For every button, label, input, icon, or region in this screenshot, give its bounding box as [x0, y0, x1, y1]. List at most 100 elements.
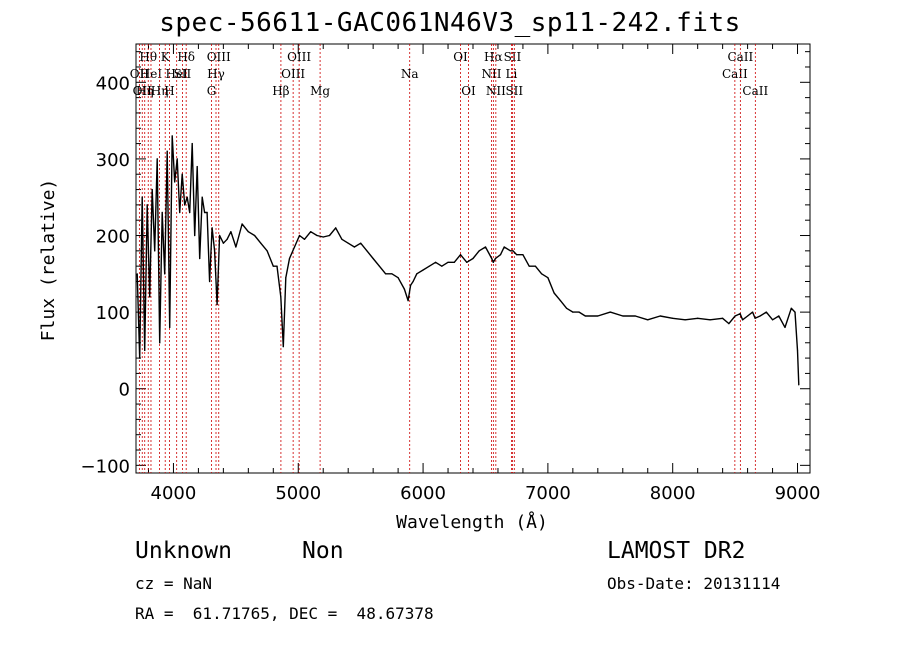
spectrum-point — [447, 261, 449, 263]
spectrum-point — [214, 250, 216, 252]
spectrum-point — [754, 317, 756, 319]
spectrum-point — [647, 319, 649, 321]
spectrum-point — [672, 317, 674, 319]
spectrum-line — [136, 135, 800, 385]
spectral-line-label: OIII — [207, 50, 231, 64]
spectrum-point — [722, 317, 724, 319]
spectral-line-label: SII — [505, 84, 523, 98]
spectrum-point — [194, 234, 196, 237]
spectral-line-label: CaII — [742, 84, 768, 98]
spectrum-point — [746, 315, 749, 317]
spectrum-point — [335, 227, 337, 229]
spectrum-point — [709, 319, 711, 321]
spectrum-point — [189, 211, 191, 214]
spectrum-series — [136, 135, 800, 386]
spectrum-point — [428, 265, 430, 267]
spectrum-point — [149, 296, 151, 298]
spectral-line-label: SII — [504, 50, 522, 64]
spectrum-point — [276, 265, 278, 267]
x-tick-label: 5000 — [275, 483, 321, 504]
spectrum-point — [293, 246, 296, 248]
spectrum-point — [174, 181, 176, 183]
spectrum-point — [784, 326, 786, 329]
spectrum-point — [310, 231, 312, 233]
spectral-line-label: Mg — [310, 84, 330, 98]
spectrum-point — [176, 158, 178, 160]
spectral-line-label: Na — [401, 67, 419, 81]
coordinates: RA = 61.71765, DEC = 48.67378 — [135, 604, 434, 623]
spectrum-point — [422, 269, 424, 271]
spectrum-point — [303, 238, 306, 240]
spectrum-point — [266, 250, 268, 252]
spectrum-point — [597, 315, 599, 317]
spectrum-point — [466, 261, 468, 263]
spectrum-point — [139, 357, 141, 359]
y-tick-label: −100 — [81, 456, 130, 477]
spectrum-point — [199, 257, 201, 260]
spectrum-point — [260, 242, 262, 244]
spectrum-point — [341, 238, 343, 240]
spectrum-point — [441, 265, 443, 267]
spectrum-point — [154, 250, 156, 252]
y-axis-label: Flux (relative) — [38, 179, 59, 342]
spectrum-point — [759, 315, 761, 317]
observation-date: Obs-Date: 20131114 — [607, 574, 781, 593]
spectrum-point — [316, 234, 318, 237]
spectral-line-label: NII — [486, 84, 506, 98]
spectrum-point — [141, 196, 143, 198]
spectral-line-label: H — [164, 84, 174, 98]
spectrum-point — [572, 311, 574, 313]
spectrum-point — [684, 319, 686, 321]
spectrum-point — [241, 223, 243, 225]
spectrum-point — [372, 257, 374, 260]
spectral-line-label: CaII — [727, 50, 753, 64]
x-tick-label: 7000 — [525, 483, 571, 504]
spectral-line-label: Hα — [484, 50, 503, 64]
spectrum-point — [253, 234, 256, 237]
spectrum-point — [378, 265, 380, 267]
spectrum-point — [559, 300, 561, 302]
spectrum-point — [280, 296, 282, 298]
redshift-readout: cz = NaN — [135, 574, 213, 593]
object-class: Unknown — [135, 538, 232, 564]
x-axis-label: Wavelength (Å) — [396, 511, 548, 533]
spectrum-point — [328, 234, 331, 237]
survey-name: LAMOST DR2 — [607, 538, 746, 564]
spectrum-point — [151, 188, 153, 191]
spectrum-point — [534, 265, 537, 267]
spectrum-point — [541, 273, 543, 275]
spectrum-point — [697, 317, 699, 319]
y-tick-label: 400 — [96, 73, 130, 94]
y-tick-label: 0 — [119, 380, 130, 401]
spectral-line-label: OI — [453, 50, 468, 64]
spectrum-point — [512, 250, 514, 252]
spectrum-point — [161, 211, 163, 214]
spectrum-point — [196, 165, 198, 168]
spectrum-point — [478, 250, 480, 252]
spectrum-point — [186, 196, 188, 198]
spectrum-point — [778, 315, 780, 317]
spectrum-point — [184, 204, 186, 206]
spectrum-point — [230, 231, 232, 233]
spectrum-point — [136, 273, 138, 275]
spectral-line-label: OII — [133, 84, 153, 98]
spectrum-point — [353, 246, 356, 248]
spectrum-point — [659, 315, 661, 317]
spectrum-point — [566, 307, 568, 309]
spectrum-point — [166, 150, 168, 152]
spectrum-point — [584, 315, 586, 317]
spectrum-point — [222, 242, 224, 244]
spectrum-point — [472, 257, 474, 260]
spectral-line-label: CaII — [722, 67, 748, 81]
object-subclass: Non — [302, 538, 344, 564]
spectrum-point — [360, 242, 362, 244]
spectral-line-label: K — [161, 50, 171, 64]
axes: 4000 5000 6000 7000 8000 9000 −100 0 100 200 300 40… — [81, 43, 820, 504]
spectral-line-label: Hδ — [177, 50, 195, 64]
spectrum-point — [347, 242, 349, 244]
spectral-line-label: HeI — [140, 67, 163, 81]
y-tick-label: 100 — [96, 303, 130, 324]
spectrum-point — [459, 254, 462, 256]
spectrum-point — [391, 273, 393, 275]
